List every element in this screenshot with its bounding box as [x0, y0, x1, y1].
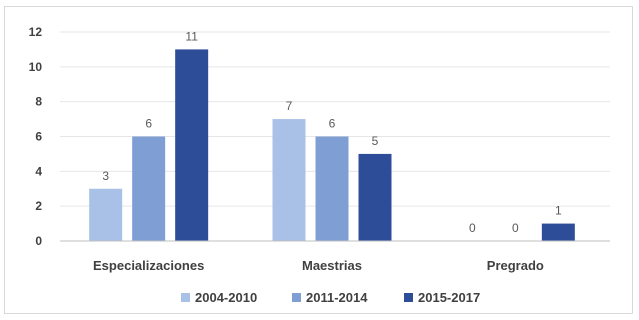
data-label-pregrado-2011-2014: 0 [512, 221, 519, 235]
y-tick-label-6: 6 [35, 130, 42, 144]
bar-especializaciones-2004-2010 [89, 188, 123, 241]
bar-maestrias-2011-2014 [315, 136, 349, 241]
y-tick-label-4: 4 [35, 164, 42, 178]
data-labels: 3 6 11 7 6 5 0 0 1 [102, 29, 562, 235]
data-label-especializaciones-2011-2014: 6 [145, 117, 152, 131]
y-axis-ticks: 0 2 4 6 8 10 12 [29, 25, 43, 248]
legend-swatch-2011-2014 [292, 293, 301, 302]
bar-maestrias-2015-2017 [358, 153, 392, 241]
legend: 2004-2010 2011-2014 2015-2017 [181, 290, 480, 305]
y-tick-label-10: 10 [29, 60, 43, 74]
legend-label-2015-2017: 2015-2017 [418, 290, 480, 305]
legend-swatch-2004-2010 [181, 293, 190, 302]
data-label-maestrias-2004-2010: 7 [286, 99, 293, 113]
legend-swatch-2015-2017 [404, 293, 413, 302]
bar-pregrado-2015-2017 [541, 223, 575, 241]
data-label-pregrado-2004-2010: 0 [469, 221, 476, 235]
data-label-especializaciones-2015-2017: 11 [185, 29, 198, 43]
legend-label-2011-2014: 2011-2014 [306, 290, 368, 305]
category-labels: Especializaciones Maestrias Pregrado [93, 258, 544, 273]
y-tick-label-12: 12 [29, 25, 43, 39]
data-label-maestrias-2015-2017: 5 [372, 134, 379, 148]
bar-especializaciones-2011-2014 [132, 136, 166, 241]
data-label-pregrado-2015-2017: 1 [555, 204, 562, 218]
bars [89, 49, 575, 241]
bar-especializaciones-2015-2017 [175, 49, 209, 241]
category-label-maestrias: Maestrias [302, 258, 362, 273]
y-tick-label-0: 0 [35, 234, 42, 248]
y-tick-label-2: 2 [35, 199, 42, 213]
bar-maestrias-2004-2010 [272, 119, 306, 241]
category-label-pregrado: Pregrado [487, 258, 544, 273]
y-tick-label-8: 8 [35, 95, 42, 109]
legend-label-2004-2010: 2004-2010 [195, 290, 257, 305]
data-label-especializaciones-2004-2010: 3 [102, 169, 109, 183]
category-label-especializaciones: Especializaciones [93, 258, 204, 273]
data-label-maestrias-2011-2014: 6 [329, 117, 336, 131]
